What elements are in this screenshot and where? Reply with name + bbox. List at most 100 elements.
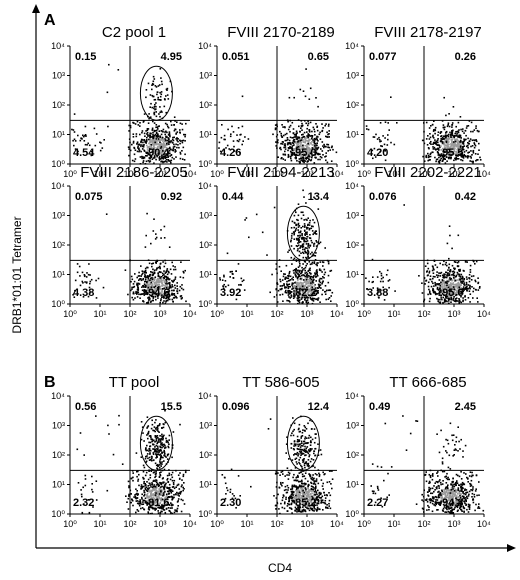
event-dot [309, 244, 312, 247]
event-dot [153, 443, 155, 446]
event-dot [322, 289, 324, 291]
y-tick-label: 10³ [52, 71, 65, 81]
event-dot [305, 240, 308, 243]
event-dot [140, 265, 142, 267]
event-dot [180, 261, 182, 263]
event-dot [144, 141, 146, 143]
y-tick-label: 10⁴ [51, 391, 65, 401]
event-dot [157, 290, 159, 292]
event-dot [162, 138, 164, 141]
quadrant-upper-right-value: 0.65 [308, 51, 329, 63]
event-dot [454, 143, 457, 145]
event-dot [294, 294, 296, 297]
event-dot [304, 299, 306, 301]
event-dot [237, 127, 240, 129]
event-dot [427, 152, 429, 155]
event-dot [149, 136, 151, 139]
event-dot [451, 290, 454, 292]
event-dot [135, 292, 137, 294]
event-dot [157, 275, 160, 277]
event-dot [304, 160, 307, 162]
event-dot [439, 285, 441, 287]
event-dot [160, 443, 162, 446]
event-dot [151, 274, 154, 277]
event-dot [445, 156, 448, 158]
event-dot [451, 247, 453, 250]
event-dot [173, 289, 175, 292]
panel-title: TT 586-605 [242, 374, 319, 391]
event-dot [424, 265, 427, 267]
event-dot [447, 143, 449, 145]
event-dot [180, 490, 183, 493]
event-dot [307, 245, 309, 247]
event-dot [128, 495, 130, 497]
event-dot [143, 466, 146, 469]
event-dot [155, 298, 157, 301]
event-dot [295, 229, 297, 231]
event-dot [303, 226, 306, 228]
event-dot [316, 148, 318, 151]
event-dot [325, 155, 327, 157]
event-dot [445, 261, 447, 264]
event-dot [320, 156, 323, 159]
event-dot [322, 280, 324, 282]
event-dot [297, 222, 300, 225]
event-dot [153, 146, 155, 148]
event-dot [307, 282, 310, 285]
event-dot [149, 474, 152, 476]
event-dot [132, 472, 134, 474]
event-dot [154, 449, 156, 452]
event-dot [442, 276, 444, 279]
event-dot [316, 493, 318, 496]
event-dot [151, 265, 153, 268]
event-dot [170, 140, 172, 142]
event-dot [304, 272, 306, 274]
event-dot [277, 139, 279, 141]
event-dot [168, 246, 171, 248]
event-dot [160, 147, 162, 149]
event-dot [241, 125, 244, 128]
event-dot [152, 499, 155, 501]
event-dot [312, 483, 315, 485]
event-dot [137, 124, 140, 126]
event-dot [162, 494, 164, 497]
event-dot [292, 140, 295, 142]
event-dot [448, 156, 451, 159]
event-dot [87, 499, 90, 501]
event-dot [312, 494, 315, 497]
event-dot [306, 498, 309, 501]
event-dot [126, 501, 128, 503]
event-dot [305, 243, 308, 245]
event-dot [298, 504, 300, 506]
event-dot [470, 279, 473, 281]
event-dot [171, 156, 174, 159]
event-dot [137, 287, 139, 289]
event-dot [80, 489, 82, 491]
event-dot [304, 137, 306, 140]
event-dot [90, 278, 93, 281]
event-dot [79, 432, 82, 434]
event-dot [295, 260, 298, 262]
event-dot [158, 157, 160, 159]
event-dot [288, 296, 290, 298]
event-dot [448, 143, 450, 146]
event-dot [244, 136, 246, 138]
event-dot [287, 120, 289, 123]
event-dot [166, 479, 168, 481]
event-dot [448, 267, 450, 269]
event-dot [326, 289, 328, 292]
event-dot [458, 298, 460, 300]
event-dot [143, 144, 145, 146]
event-dot [469, 271, 472, 273]
event-dot [220, 136, 223, 139]
event-dot [442, 150, 444, 153]
event-dot [145, 272, 147, 274]
event-dot [376, 287, 379, 289]
panel-title: TT pool [109, 374, 160, 391]
event-dot [183, 503, 186, 505]
event-dot [442, 126, 445, 129]
event-dot [322, 261, 325, 264]
event-dot [451, 143, 453, 145]
event-dot [444, 300, 446, 303]
event-dot [292, 269, 295, 272]
